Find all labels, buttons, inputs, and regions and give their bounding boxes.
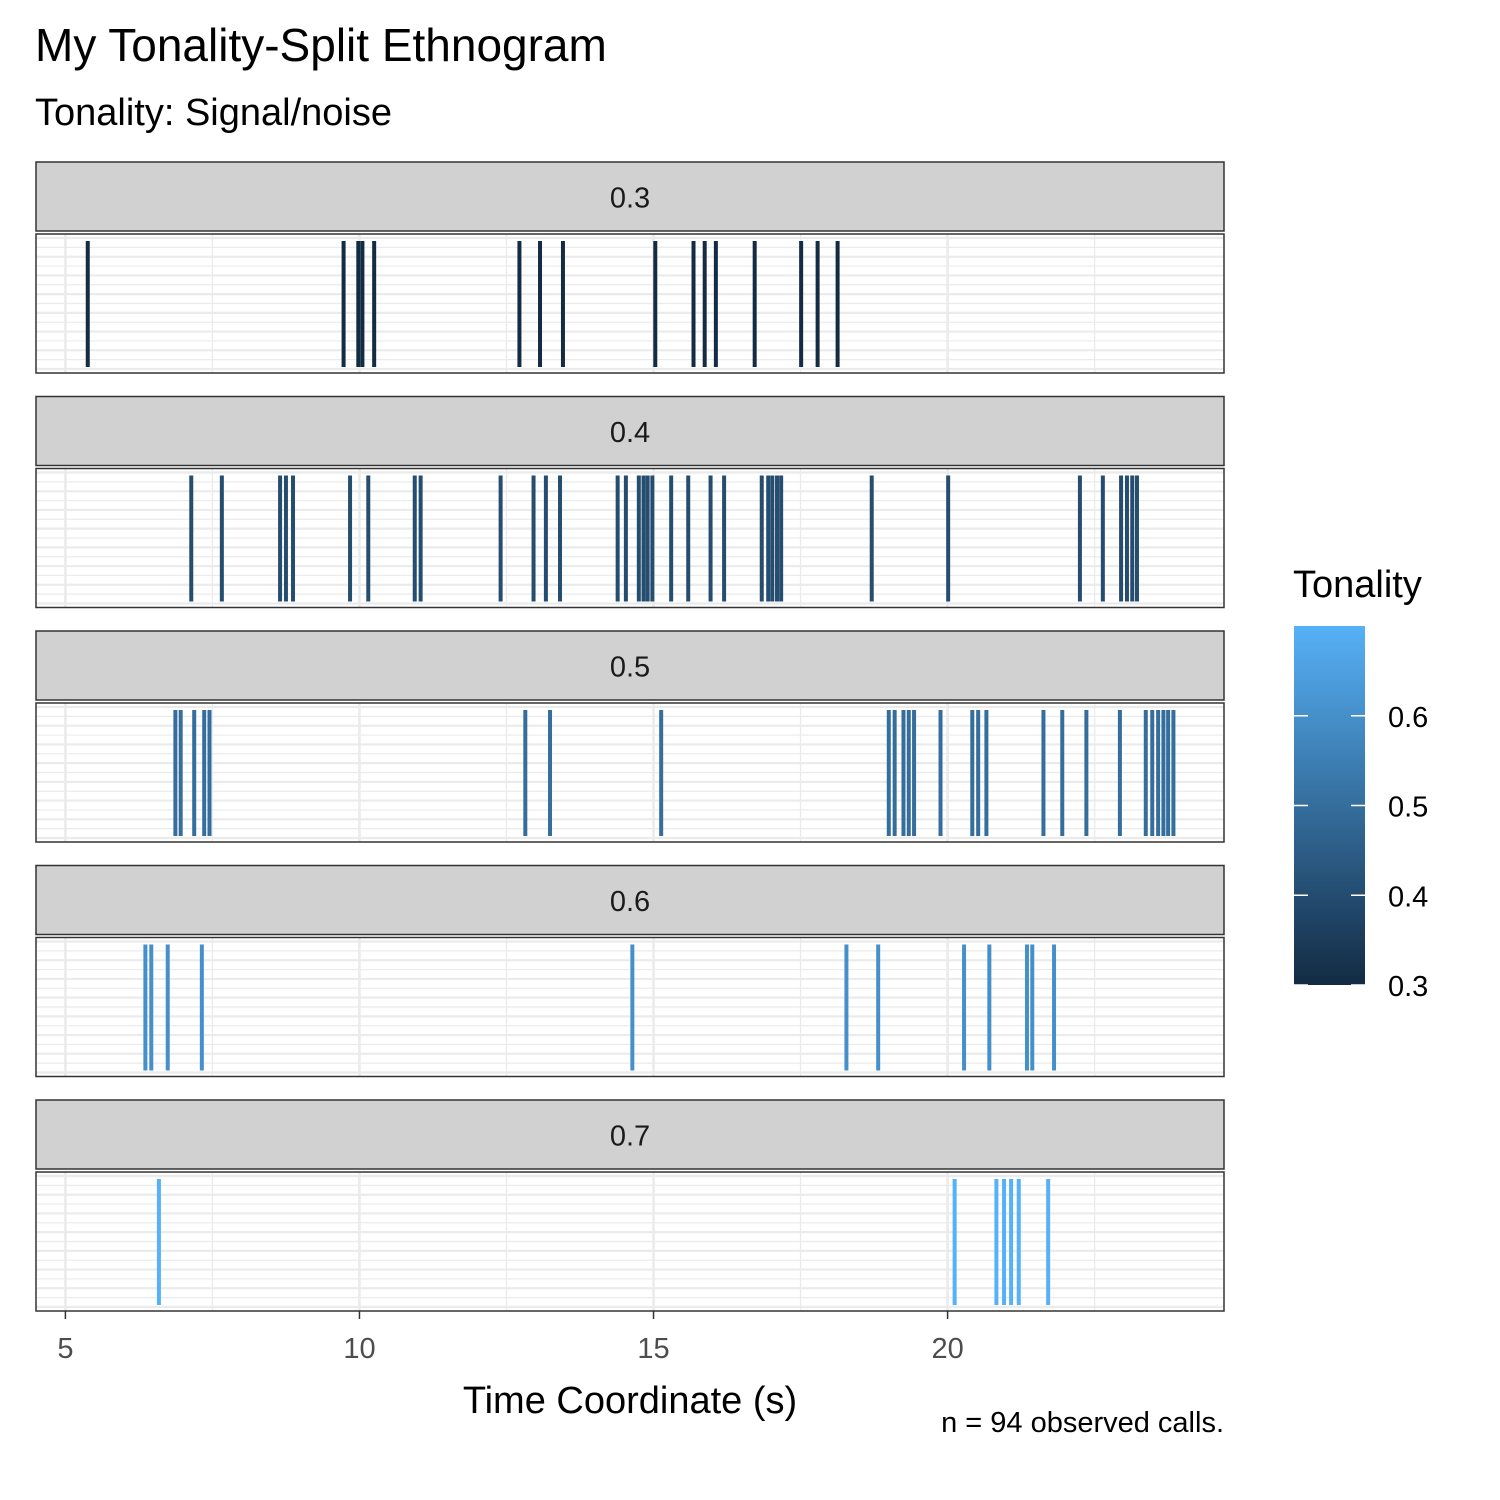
chart-subtitle: Tonality: Signal/noise bbox=[35, 92, 392, 134]
facet-strip bbox=[35, 1099, 1225, 1170]
chart-caption: n = 94 observed calls. bbox=[941, 1407, 1224, 1439]
facet-strip bbox=[35, 161, 1225, 232]
facet-panel-0-5: 0.5 bbox=[35, 630, 1225, 843]
panel-border bbox=[35, 233, 1225, 374]
chart-title: My Tonality-Split Ethnogram bbox=[35, 19, 607, 71]
facet-strip bbox=[35, 864, 1225, 936]
facet-strip-label: 0.5 bbox=[610, 652, 650, 684]
panel-border bbox=[35, 467, 1225, 609]
legend-tick-label: 0.4 bbox=[1388, 881, 1428, 913]
x-axis: 5 10 15 20 Time Coordinate (s) bbox=[57, 1311, 964, 1422]
facet-strip-label: 0.4 bbox=[610, 417, 650, 449]
panel-border bbox=[35, 936, 1225, 1078]
x-tick-label: 15 bbox=[637, 1333, 669, 1365]
legend-tick-label: 0.5 bbox=[1388, 792, 1428, 824]
x-tick-label: 20 bbox=[931, 1333, 963, 1365]
facet-panel-0-6: 0.6 bbox=[35, 864, 1225, 1078]
legend-tick-label: 0.6 bbox=[1388, 702, 1428, 734]
facet-strip-label: 0.7 bbox=[610, 1121, 650, 1153]
facet-strip bbox=[35, 630, 1225, 701]
facet-panel-0-3: 0.3 bbox=[35, 161, 1225, 374]
facet-strip bbox=[35, 395, 1225, 467]
legend-title: Tonality bbox=[1293, 564, 1422, 606]
x-tick-label: 5 bbox=[57, 1333, 73, 1365]
facet-strip-label: 0.3 bbox=[610, 183, 650, 215]
x-axis-title: Time Coordinate (s) bbox=[463, 1380, 797, 1422]
facet-panel-0-4: 0.4 bbox=[35, 395, 1225, 609]
facet-panel-0-7: 0.7 bbox=[35, 1099, 1225, 1312]
panel-border bbox=[35, 702, 1225, 843]
facet-strip-label: 0.6 bbox=[610, 886, 650, 918]
panel-border bbox=[35, 1171, 1225, 1312]
legend: Tonality 0.3 0.4 0.5 0.6 bbox=[1293, 564, 1428, 1003]
x-tick-label: 10 bbox=[343, 1333, 375, 1365]
legend-tick-label: 0.3 bbox=[1388, 971, 1428, 1003]
